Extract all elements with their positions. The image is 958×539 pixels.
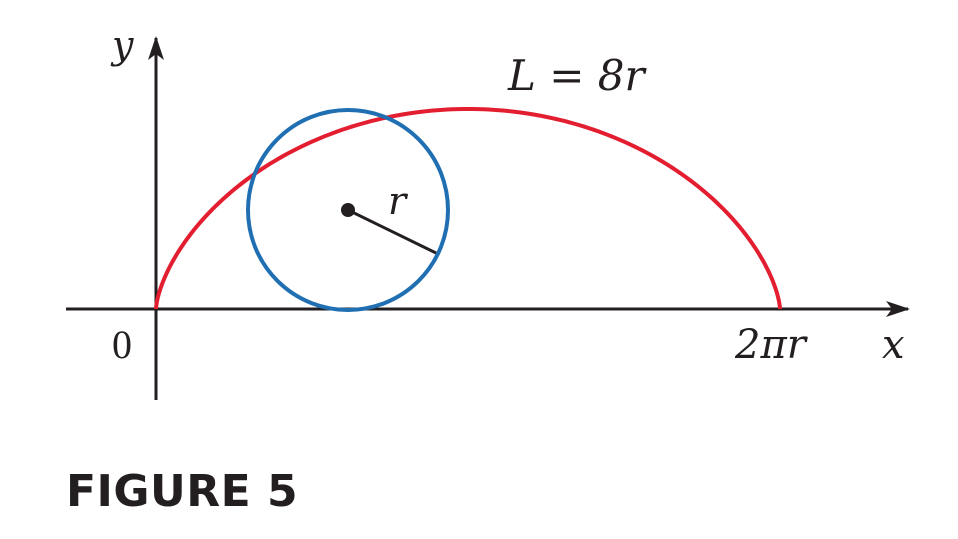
radius-segment [347,208,437,255]
y-axis-label: y [110,23,134,67]
radius-label: r [388,179,409,223]
x-axis-label: x [882,322,905,368]
circle-center-point [341,203,355,217]
origin-label: 0 [112,322,132,367]
cycloid-arch [154,106,782,309]
rolling-circle [246,108,450,312]
curve-length-label: L = 8r [507,51,648,100]
x-end-label: 2πr [734,322,809,368]
figure-caption: FIGURE 5 [66,466,299,517]
cycloid-figure: L = 8r r 0 2πr x y [66,23,910,400]
